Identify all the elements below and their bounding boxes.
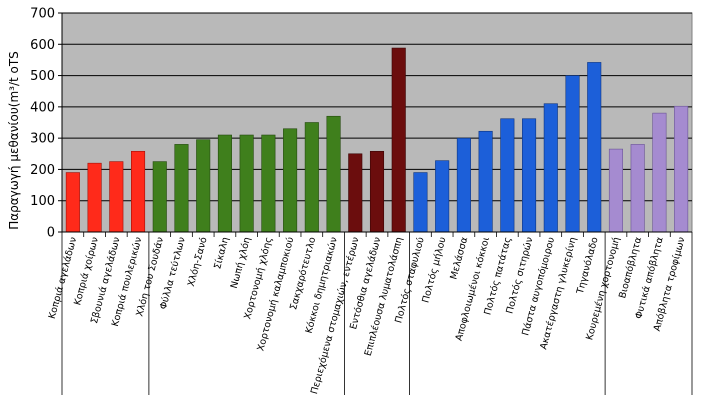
- bar: [435, 160, 450, 233]
- category-label: Μελάσσα: [448, 236, 470, 281]
- bar: [369, 150, 385, 233]
- x-tick-marks: [61, 232, 693, 395]
- y-tick-label: 200: [30, 163, 55, 178]
- bar: [608, 148, 623, 233]
- bar: [304, 122, 319, 233]
- bar: [174, 144, 189, 233]
- category-label: Σίκαλη: [212, 236, 231, 270]
- y-tick-label: 400: [30, 100, 55, 115]
- y-tick-label: 300: [30, 132, 55, 147]
- bar: [65, 172, 80, 233]
- category-label: Νωπή χλόη: [229, 236, 253, 290]
- bar: [630, 144, 645, 233]
- bar: [391, 47, 406, 233]
- y-tick-labels: 0 100 200 300 400 500 600 700: [30, 7, 62, 241]
- y-tick-label: 600: [30, 38, 55, 53]
- category-label: Κοπριά αγελάδων: [47, 236, 79, 320]
- bar: [348, 153, 363, 233]
- bar: [413, 172, 428, 233]
- bar-series: [65, 47, 689, 233]
- bar: [326, 115, 341, 233]
- bar: [478, 130, 493, 233]
- bar: [652, 112, 667, 233]
- y-tick-label: 100: [30, 194, 55, 209]
- y-tick-label: 0: [47, 226, 55, 241]
- bar: [196, 139, 211, 233]
- bar: [109, 161, 124, 233]
- category-label: Τηγανόλαδο: [575, 236, 601, 296]
- y-tick-label: 500: [30, 69, 55, 84]
- bar: [522, 118, 537, 233]
- bar: [543, 103, 558, 233]
- bar: [283, 128, 298, 233]
- bar: [131, 150, 146, 233]
- y-axis-label: Παραγωγή μεθανίου(m³/t oTS: [7, 51, 21, 230]
- y-tick-label: 700: [30, 7, 55, 22]
- bar: [674, 105, 689, 233]
- bar: [261, 134, 276, 233]
- bar: [239, 134, 254, 233]
- bar: [152, 161, 167, 233]
- bar: [587, 62, 602, 233]
- bar: [87, 162, 102, 233]
- bar: [500, 118, 515, 233]
- gridlines: [62, 12, 692, 202]
- bar: [217, 134, 232, 233]
- bar: [456, 137, 471, 233]
- category-label: Χλόη-Σανό: [186, 236, 210, 288]
- bar: [565, 75, 580, 233]
